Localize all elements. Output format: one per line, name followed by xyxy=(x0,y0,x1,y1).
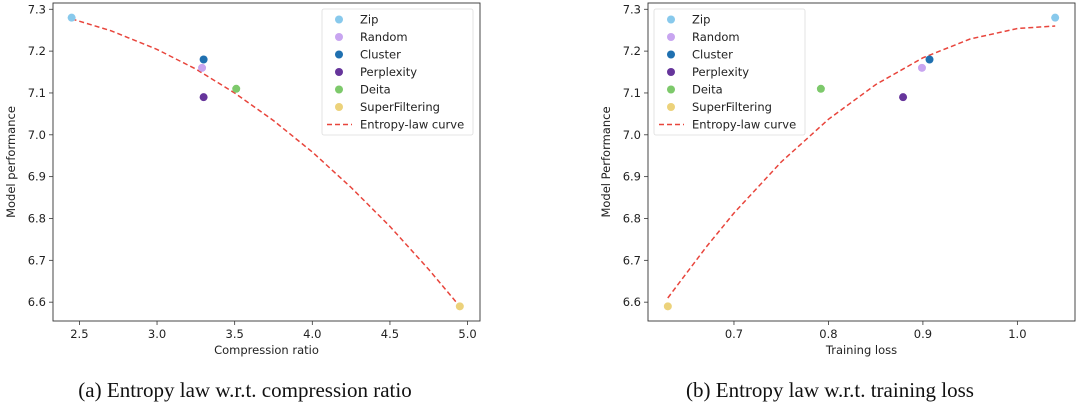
point-deita xyxy=(816,84,825,93)
legend-label: Random xyxy=(692,30,740,44)
entropy-law-curve xyxy=(71,18,461,307)
y-axis-label: Model performance xyxy=(4,106,18,218)
legend-marker-superfiltering xyxy=(335,103,343,111)
legend-marker-deita xyxy=(335,85,343,94)
legend-marker-zip xyxy=(335,15,343,24)
chart-b: 0.7 0.8 0.9 1.0 6.6 6.7 6.8 6.9 7.0 7.1 7.2 7.3 Trai… xyxy=(599,2,1076,357)
x-tick-label: 2.5 xyxy=(70,327,88,341)
y-tick-label: 7.2 xyxy=(623,44,641,58)
x-tick-label: 0.7 xyxy=(725,327,743,341)
legend: Zip Random Cluster Perplexity Deita SuperFilt… xyxy=(653,8,806,136)
legend-label: Random xyxy=(360,30,408,44)
x-tick-label: 4.5 xyxy=(381,327,399,341)
y-tick-label: 6.6 xyxy=(623,295,641,309)
legend-label: Perplexity xyxy=(692,65,749,79)
legend-marker-zip xyxy=(667,15,675,24)
y-tick-label: 7.2 xyxy=(28,44,46,58)
y-tick-label: 6.9 xyxy=(28,170,46,184)
x-axis-label: Compression ratio xyxy=(214,343,319,357)
legend-label: Zip xyxy=(692,13,710,27)
legend-marker-cluster xyxy=(335,50,343,59)
y-tick-label: 6.7 xyxy=(28,253,46,267)
legend-marker-deita xyxy=(667,85,675,94)
legend-label: Entropy-law curve xyxy=(360,118,464,132)
axes-frame xyxy=(647,2,1076,322)
legend-label: Deita xyxy=(360,83,391,97)
legend-marker-random xyxy=(335,33,343,41)
x-tick-label: 5.0 xyxy=(458,327,476,341)
legend-box xyxy=(653,8,806,136)
legend-marker-random xyxy=(667,33,675,41)
y-tick-label: 6.7 xyxy=(623,253,641,267)
y-tick-label: 6.8 xyxy=(623,211,641,225)
point-perplexity xyxy=(899,93,908,102)
y-tick-label: 7.1 xyxy=(623,86,641,100)
x-tick-label: 3.0 xyxy=(148,327,166,341)
y-tick-label: 6.6 xyxy=(28,295,46,309)
caption-a: (a) Entropy law w.r.t. compression ratio xyxy=(78,378,412,402)
point-superfiltering xyxy=(455,302,464,311)
point-zip xyxy=(1051,13,1060,22)
entropy-law-curve xyxy=(667,25,1056,299)
y-tick-label: 6.9 xyxy=(623,170,641,184)
point-superfiltering xyxy=(663,302,672,311)
point-zip xyxy=(67,13,76,22)
legend-marker-perplexity xyxy=(667,68,675,76)
point-random xyxy=(198,63,207,72)
x-tick-label: 4.0 xyxy=(303,327,321,341)
x-tick-label: 0.9 xyxy=(914,327,932,341)
legend-marker-superfiltering xyxy=(667,103,675,111)
y-tick-label: 6.8 xyxy=(28,211,46,225)
legend-marker-cluster xyxy=(667,50,675,59)
legend-marker-perplexity xyxy=(335,68,343,76)
legend-label: Zip xyxy=(360,13,378,27)
y-tick-label: 7.3 xyxy=(623,2,641,16)
legend-box xyxy=(321,8,474,136)
point-cluster xyxy=(925,55,934,64)
legend-label: Deita xyxy=(692,83,723,97)
legend: Zip Random Cluster Perplexity Deita SuperFilt… xyxy=(321,8,474,136)
point-perplexity xyxy=(199,93,208,102)
point-deita xyxy=(232,84,241,93)
point-random xyxy=(917,63,926,72)
caption-b: (b) Entropy law w.r.t. training loss xyxy=(686,378,974,402)
y-tick-label: 7.0 xyxy=(623,128,641,142)
chart-a: 2.5 3.0 3.5 4.0 4.5 5.0 6.6 6.7 6.8 6.9 7.0 7.1 7.2 7… xyxy=(4,2,481,357)
legend-label: Entropy-law curve xyxy=(692,118,796,132)
y-tick-label: 7.1 xyxy=(28,86,46,100)
legend-label: SuperFiltering xyxy=(692,100,772,114)
y-axis-label: Model Performance xyxy=(599,106,613,217)
legend-label: Cluster xyxy=(360,48,401,62)
x-tick-label: 0.8 xyxy=(819,327,837,341)
x-axis-label: Training loss xyxy=(825,343,897,357)
y-tick-label: 7.3 xyxy=(28,2,46,16)
y-tick-label: 7.0 xyxy=(28,128,46,142)
axes-frame xyxy=(52,2,481,322)
point-cluster xyxy=(199,55,208,64)
legend-label: SuperFiltering xyxy=(360,100,440,114)
legend-label: Cluster xyxy=(692,48,733,62)
legend-label: Perplexity xyxy=(360,65,417,79)
x-tick-label: 1.0 xyxy=(1008,327,1026,341)
x-tick-label: 3.5 xyxy=(226,327,244,341)
